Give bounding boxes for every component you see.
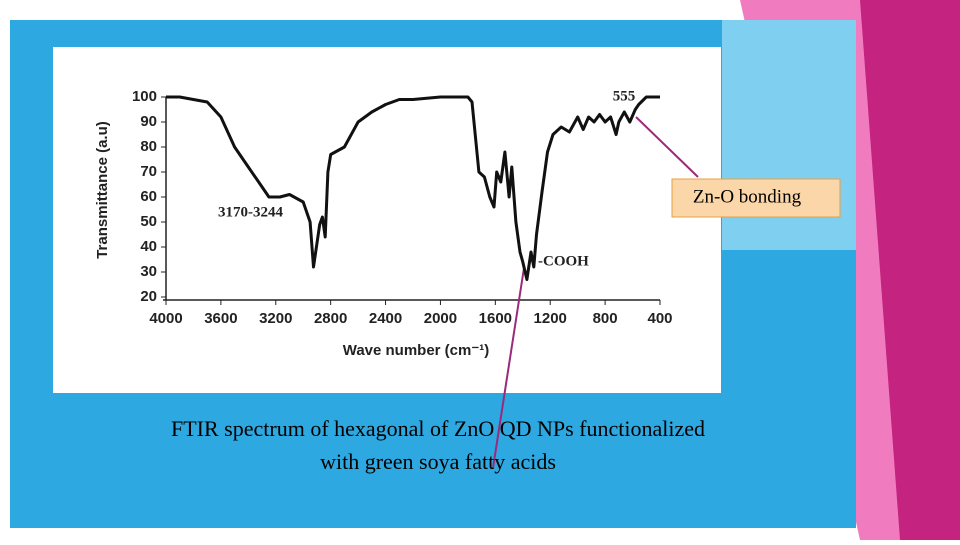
arrow xyxy=(492,267,525,469)
caption: FTIR spectrum of hexagonal of ZnO QD NPs… xyxy=(171,416,705,441)
spectrum-line xyxy=(166,95,660,281)
y-axis-label: Transmittance (a.u) xyxy=(94,121,111,259)
x-tick-label: 3200 xyxy=(259,310,292,327)
caption: with green soya fatty acids xyxy=(320,449,556,474)
x-tick-label: 1600 xyxy=(479,310,512,327)
x-tick-label: 4000 xyxy=(149,310,182,327)
magenta-decor xyxy=(860,0,960,540)
x-tick-label: 2800 xyxy=(314,310,347,327)
y-tick-label: 90 xyxy=(140,113,157,130)
y-tick-label: 30 xyxy=(140,263,157,280)
x-tick-label: 1200 xyxy=(534,310,567,327)
callout-text: Zn-O bonding xyxy=(693,186,802,207)
arrow xyxy=(635,116,699,178)
x-tick-label: 400 xyxy=(647,310,672,327)
annotation: 555 xyxy=(613,88,636,104)
y-tick-label: 20 xyxy=(140,288,157,305)
x-tick-label: 2000 xyxy=(424,310,457,327)
y-tick-label: 100 xyxy=(132,88,157,105)
callout-box xyxy=(671,178,841,218)
y-tick-label: 50 xyxy=(140,213,157,230)
y-tick-label: 40 xyxy=(140,238,157,255)
annotation: -COOH xyxy=(538,253,589,269)
x-tick-label: 3600 xyxy=(204,310,237,327)
y-tick-label: 60 xyxy=(140,188,157,205)
y-tick-label: 80 xyxy=(140,138,157,155)
x-tick-label: 800 xyxy=(593,310,618,327)
x-tick-label: 2400 xyxy=(369,310,402,327)
annotation: 3170-3244 xyxy=(218,204,283,220)
y-tick-label: 70 xyxy=(140,163,157,180)
x-axis-label: Wave number (cm⁻¹) xyxy=(343,342,490,359)
